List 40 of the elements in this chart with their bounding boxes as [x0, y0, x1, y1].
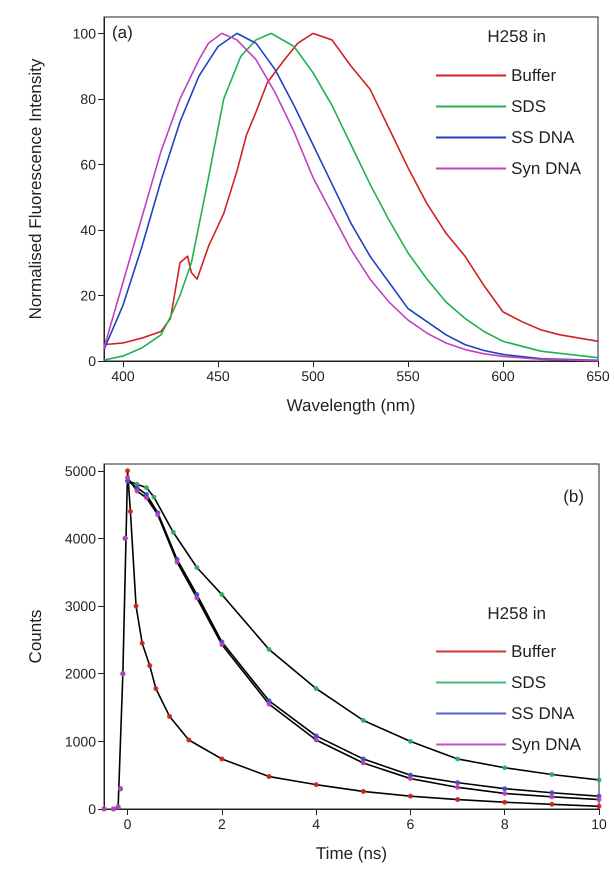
- x-axis-title: Time (ns): [316, 844, 388, 863]
- legend-label: SDS: [511, 673, 546, 692]
- y-tick-label: 0: [88, 801, 96, 817]
- legend-label: Syn DNA: [511, 735, 582, 754]
- x-tick-label: 8: [500, 816, 509, 832]
- y-tick-label: 5000: [64, 462, 96, 479]
- y-tick-label: 3000: [64, 598, 96, 614]
- legend-label: SS DNA: [511, 704, 576, 723]
- x-tick-label: 650: [586, 368, 610, 384]
- y-tick-label: 60: [80, 156, 96, 172]
- annotation: (a): [112, 23, 133, 42]
- y-tick-label: 20: [80, 287, 96, 304]
- y-axis-title: Normalised Fluorescence Intensity: [26, 58, 45, 320]
- y-tick-label: 4000: [64, 530, 96, 546]
- x-tick-label: 2: [218, 816, 226, 832]
- y-tick-label: 80: [80, 90, 96, 107]
- legend-label: SDS: [511, 97, 546, 116]
- x-tick-label: 400: [111, 368, 135, 384]
- annotation: (b): [563, 487, 584, 506]
- legend-title: H258 in: [487, 604, 546, 623]
- legend-label: Buffer: [511, 66, 556, 85]
- legend-label: Buffer: [511, 642, 556, 661]
- y-tick-label: 1000: [64, 733, 96, 750]
- x-tick-label: 500: [301, 368, 325, 384]
- y-tick-label: 100: [72, 25, 96, 42]
- legend-label: Syn DNA: [511, 159, 582, 178]
- x-tick-label: 600: [491, 368, 515, 384]
- y-tick-label: 0: [88, 353, 96, 369]
- legend-title: H258 in: [487, 27, 546, 46]
- legend-label: SS DNA: [511, 128, 576, 147]
- x-tick-label: 4: [312, 816, 320, 832]
- x-tick-label: 6: [406, 816, 415, 832]
- x-tick-label: 0: [124, 816, 132, 832]
- x-tick-label: 10: [591, 816, 607, 832]
- x-tick-label: 450: [206, 368, 230, 384]
- y-tick-label: 2000: [64, 666, 96, 682]
- y-axis-title: Counts: [26, 610, 45, 664]
- y-tick-label: 40: [80, 222, 96, 238]
- x-axis-title: Wavelength (nm): [286, 396, 416, 415]
- x-tick-label: 550: [396, 368, 420, 384]
